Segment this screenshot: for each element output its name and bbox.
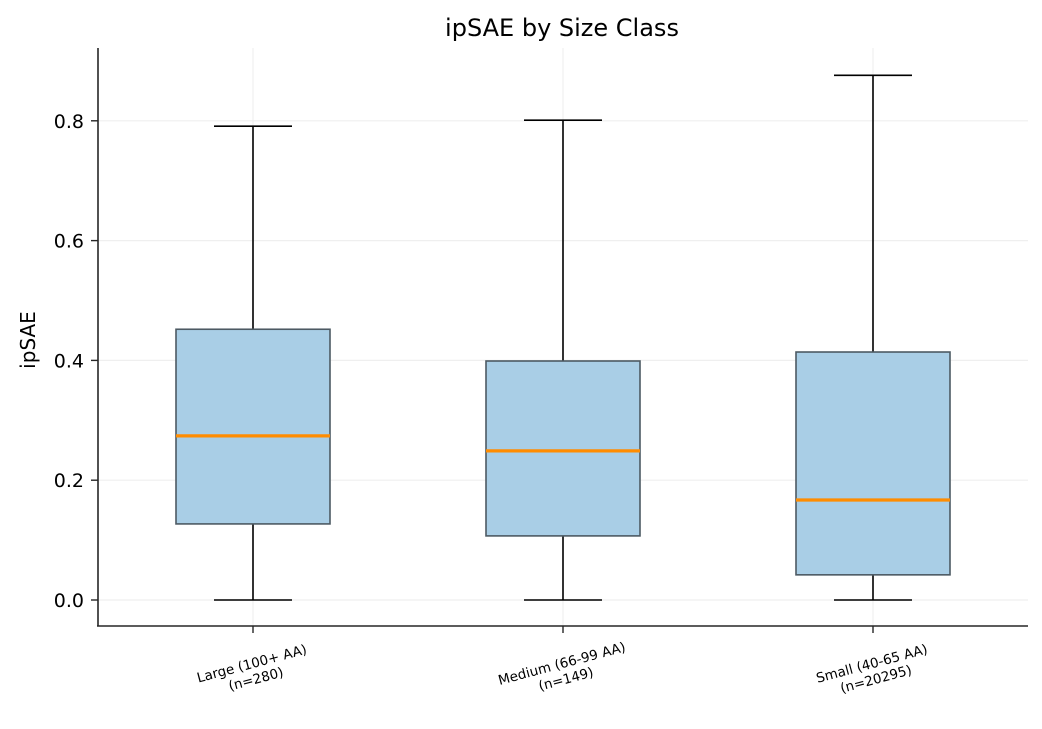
box-series <box>175 74 951 601</box>
iqr-box <box>175 328 331 525</box>
y-tick-label: 0.4 <box>54 350 84 372</box>
box-2 <box>485 119 641 601</box>
x-tick-label: Small (40-65 AA)(n=20295) <box>815 642 930 697</box>
y-axis-ticks: 0.0 0.2 0.4 0.6 0.8 <box>54 111 98 612</box>
iqr-box <box>795 351 951 576</box>
y-tick-label: 0.6 <box>54 231 84 253</box>
y-tick-label: 0.2 <box>54 470 84 492</box>
y-tick-label: 0.0 <box>54 590 84 612</box>
chart-title: ipSAE by Size Class <box>445 14 679 42</box>
x-axis-ticks: Large (100+ AA)(n=280) Medium (66-99 AA)(… <box>195 626 930 697</box>
iqr-box <box>485 360 641 537</box>
box-3 <box>795 74 951 601</box>
y-tick-label: 0.8 <box>54 111 84 133</box>
x-tick-label: Large (100+ AA)(n=280) <box>195 642 308 695</box>
box-1 <box>175 125 331 601</box>
x-tick-label: Medium (66-99 AA)(n=149) <box>497 639 628 694</box>
y-axis-label: ipSAE <box>16 311 40 369</box>
